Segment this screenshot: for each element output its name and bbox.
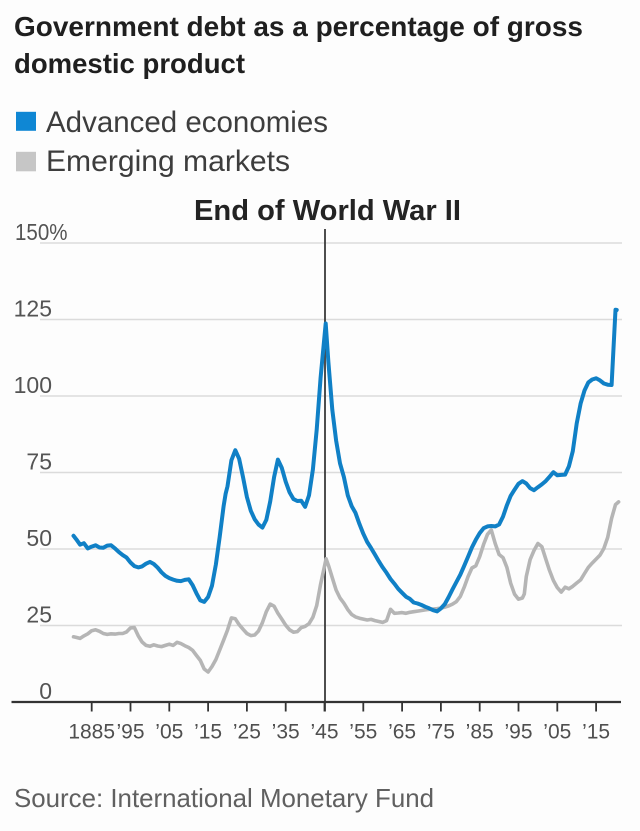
svg-text:’15: ’15 (582, 721, 610, 744)
svg-text:’35: ’35 (272, 721, 300, 744)
svg-text:’55: ’55 (349, 721, 377, 744)
svg-text:25: 25 (26, 601, 52, 627)
svg-text:’85: ’85 (466, 721, 494, 744)
svg-text:1885: 1885 (68, 721, 115, 744)
svg-text:100: 100 (14, 372, 52, 398)
svg-text:End of World War II: End of World War II (194, 195, 461, 227)
svg-text:150%: 150% (15, 219, 68, 245)
svg-text:’95: ’95 (116, 721, 144, 744)
svg-text:’05: ’05 (155, 721, 183, 744)
svg-text:Emerging markets: Emerging markets (46, 145, 290, 178)
svg-text:Advanced economies: Advanced economies (46, 106, 328, 139)
svg-text:75: 75 (26, 448, 52, 474)
svg-text:’45: ’45 (310, 721, 338, 744)
svg-text:’95: ’95 (504, 721, 532, 744)
svg-text:Government debt as a percentag: Government debt as a percentage of gross (14, 11, 583, 42)
svg-text:’05: ’05 (543, 721, 571, 744)
svg-text:domestic product: domestic product (14, 48, 245, 79)
svg-text:50: 50 (26, 525, 52, 551)
svg-text:’25: ’25 (233, 721, 261, 744)
svg-text:’75: ’75 (427, 721, 455, 744)
svg-text:125: 125 (14, 295, 52, 321)
svg-text:’15: ’15 (194, 721, 222, 744)
svg-text:0: 0 (39, 678, 52, 704)
svg-text:’65: ’65 (388, 721, 416, 744)
svg-text:Source: International Monetary: Source: International Monetary Fund (14, 783, 434, 813)
